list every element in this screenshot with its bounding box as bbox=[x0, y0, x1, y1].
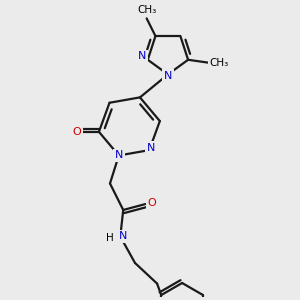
Text: N: N bbox=[138, 51, 147, 61]
Text: N: N bbox=[146, 143, 155, 153]
Text: N: N bbox=[164, 71, 172, 81]
Text: O: O bbox=[147, 198, 156, 208]
Text: CH₃: CH₃ bbox=[209, 58, 229, 68]
Text: N: N bbox=[115, 151, 123, 160]
Text: N: N bbox=[119, 232, 128, 242]
Text: CH₃: CH₃ bbox=[137, 5, 156, 15]
Text: H: H bbox=[106, 233, 114, 243]
Text: O: O bbox=[73, 127, 81, 137]
